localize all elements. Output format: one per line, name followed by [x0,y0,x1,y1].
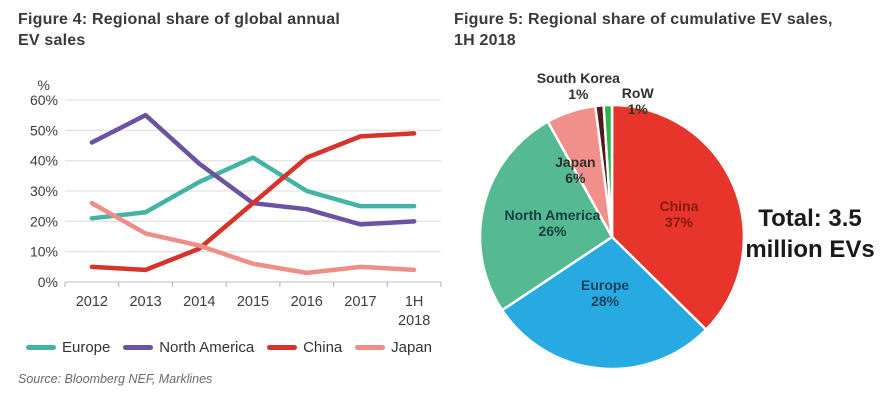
y-tick-label: 10% [30,244,58,260]
x-tick-label: 1H 2018 [398,294,430,329]
legend-label-north-america: North America [159,339,255,356]
figure4-title: Figure 4: Regional share of global annua… [18,9,418,51]
pie-label-europe: Europe 28% [581,277,629,309]
legend-item-japan: Japan [355,339,432,356]
y-tick-label: 40% [30,153,58,169]
x-tick-label: 2013 [129,294,161,310]
pie-label-south-korea: South Korea 1% [537,70,620,102]
y-tick-label: 50% [30,122,58,138]
legend-label-europe: Europe [62,339,111,356]
pie-label-pct-china: 37% [664,213,693,230]
pie-label-china: China 37% [660,198,699,230]
pie-slice-row [602,103,614,239]
legend-swatch-china [267,345,298,350]
x-tick-label: 2017 [344,294,376,310]
pie-label-pct-north-america: 26% [538,222,567,239]
pie-label-name-row: RoW [621,84,654,101]
legend-label-china: China [303,339,343,356]
figure4-title-line2: EV sales [18,32,86,49]
legend-label-japan: Japan [391,339,432,356]
pie-slice-china [610,103,746,331]
x-tick-label: 2014 [183,294,215,310]
pie-label-pct-row: 1% [627,101,648,118]
pie-label-pct-japan: 6% [565,170,586,187]
total-annotation: Total: 3.5 million EVs [744,203,876,265]
line-chart-svg: 0% 10% 20% 30% 40% 50% 60%% 2012 2013 2014 2015 201… [30,77,442,329]
pie-label-north-america: North America 26% [504,207,600,239]
y-tick-label: 20% [30,213,58,229]
pie-label-name-japan: Japan [555,153,596,170]
legend-swatch-europe [26,345,56,350]
legend-swatch-north-america [123,345,154,350]
x-tick-label: 2015 [237,294,269,310]
line-chart-legend: Europe North America China Japan [26,339,432,356]
series-line-japan [89,200,417,276]
pie-chart-svg [478,103,746,371]
pie-label-pct-south-korea: 1% [568,85,589,102]
series-line-china [89,131,417,273]
pie-label-name-europe: Europe [580,277,630,294]
source-note: Source: Bloomberg NEF, Marklines [18,372,213,386]
legend-item-north-america: North America [123,339,254,356]
y-tick-label: 60% [30,92,58,108]
y-axis-unit-label: % [38,77,50,93]
figure5-title-line1: Figure 5: Regional share of cumulative E… [454,11,833,28]
pie-label-name-south-korea: South Korea [536,69,620,86]
pie-label-name-china: China [659,197,699,214]
y-tick-label: 0% [38,274,58,290]
figure5-title-line2: 1H 2018 [454,32,516,49]
total-line1: Total: 3.5 [758,205,862,232]
pie-label-japan: Japan 6% [555,154,595,186]
x-tick-label: 2016 [291,294,323,310]
legend-item-europe: Europe [26,339,110,356]
pie-slice-europe [500,235,708,371]
figure5-title: Figure 5: Regional share of cumulative E… [454,9,884,51]
pie-label-pct-europe: 28% [591,293,620,310]
x-tick-label: 2012 [76,294,108,310]
figure4-title-line1: Figure 4: Regional share of global annua… [18,11,341,28]
legend-item-china: China [267,339,342,356]
pie-label-name-north-america: North America [504,206,601,223]
legend-swatch-japan [355,345,386,350]
total-line2: million EVs [745,236,875,264]
pie-slice-north-america [478,120,614,312]
y-tick-label: 30% [30,183,58,199]
series-line-europe [89,155,417,221]
pie-label-row: RoW 1% [622,85,654,117]
